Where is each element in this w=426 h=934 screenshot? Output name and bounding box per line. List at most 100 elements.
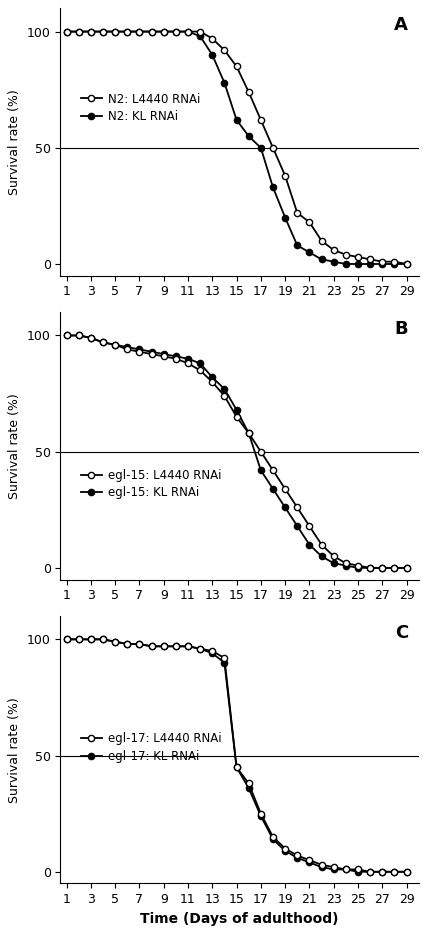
egl-15: L4440 RNAi: (28, 0): L4440 RNAi: (28, 0) [391, 562, 396, 573]
egl-15: L4440 RNAi: (19, 34): L4440 RNAi: (19, 34) [282, 483, 287, 494]
N2: L4440 RNAi: (1, 100): L4440 RNAi: (1, 100) [64, 26, 69, 37]
egl-15: L4440 RNAi: (13, 80): L4440 RNAi: (13, 80) [209, 376, 214, 388]
egl-15: L4440 RNAi: (9, 91): L4440 RNAi: (9, 91) [161, 351, 166, 362]
N2: KL RNAi: (27, 0): KL RNAi: (27, 0) [379, 259, 384, 270]
egl-17: KL RNAi: (29, 0): KL RNAi: (29, 0) [403, 866, 408, 877]
egl-17: L4440 RNAi: (8, 97): L4440 RNAi: (8, 97) [149, 641, 154, 652]
egl-17: L4440 RNAi: (26, 0): L4440 RNAi: (26, 0) [367, 866, 372, 877]
egl-17: L4440 RNAi: (25, 1): L4440 RNAi: (25, 1) [354, 864, 360, 875]
N2: KL RNAi: (18, 33): KL RNAi: (18, 33) [270, 182, 275, 193]
egl-15: KL RNAi: (17, 42): KL RNAi: (17, 42) [258, 464, 263, 475]
egl-17: L4440 RNAi: (29, 0): L4440 RNAi: (29, 0) [403, 866, 408, 877]
egl-15: L4440 RNAi: (3, 99): L4440 RNAi: (3, 99) [88, 333, 93, 344]
N2: KL RNAi: (21, 5): KL RNAi: (21, 5) [306, 247, 311, 258]
egl-17: KL RNAi: (5, 99): KL RNAi: (5, 99) [112, 636, 118, 647]
N2: KL RNAi: (11, 100): KL RNAi: (11, 100) [185, 26, 190, 37]
N2: KL RNAi: (5, 100): KL RNAi: (5, 100) [112, 26, 118, 37]
egl-15: KL RNAi: (28, 0): KL RNAi: (28, 0) [391, 562, 396, 573]
egl-17: KL RNAi: (16, 36): KL RNAi: (16, 36) [245, 783, 250, 794]
egl-17: L4440 RNAi: (13, 95): L4440 RNAi: (13, 95) [209, 645, 214, 657]
egl-15: KL RNAi: (2, 100): KL RNAi: (2, 100) [76, 330, 81, 341]
N2: KL RNAi: (4, 100): KL RNAi: (4, 100) [100, 26, 105, 37]
egl-15: KL RNAi: (22, 5): KL RNAi: (22, 5) [318, 551, 323, 562]
egl-17: KL RNAi: (11, 97): KL RNAi: (11, 97) [185, 641, 190, 652]
Line: egl-17: L4440 RNAi: egl-17: L4440 RNAi [63, 636, 409, 875]
egl-15: KL RNAi: (3, 99): KL RNAi: (3, 99) [88, 333, 93, 344]
N2: KL RNAi: (25, 0): KL RNAi: (25, 0) [354, 259, 360, 270]
N2: KL RNAi: (29, 0): KL RNAi: (29, 0) [403, 259, 408, 270]
egl-15: KL RNAi: (10, 91): KL RNAi: (10, 91) [173, 351, 178, 362]
egl-17: KL RNAi: (24, 1): KL RNAi: (24, 1) [343, 864, 348, 875]
egl-15: L4440 RNAi: (16, 58): L4440 RNAi: (16, 58) [245, 428, 250, 439]
egl-17: L4440 RNAi: (12, 96): L4440 RNAi: (12, 96) [197, 643, 202, 654]
Line: egl-15: L4440 RNAi: egl-15: L4440 RNAi [63, 333, 409, 571]
egl-17: KL RNAi: (3, 100): KL RNAi: (3, 100) [88, 634, 93, 645]
egl-15: L4440 RNAi: (23, 5): L4440 RNAi: (23, 5) [330, 551, 335, 562]
egl-15: KL RNAi: (13, 82): KL RNAi: (13, 82) [209, 372, 214, 383]
egl-15: KL RNAi: (16, 58): KL RNAi: (16, 58) [245, 428, 250, 439]
egl-17: KL RNAi: (20, 6): KL RNAi: (20, 6) [294, 852, 299, 863]
N2: L4440 RNAi: (10, 100): L4440 RNAi: (10, 100) [173, 26, 178, 37]
Line: N2: L4440 RNAi: N2: L4440 RNAi [63, 28, 409, 267]
egl-17: L4440 RNAi: (6, 98): L4440 RNAi: (6, 98) [124, 639, 130, 650]
egl-17: L4440 RNAi: (10, 97): L4440 RNAi: (10, 97) [173, 641, 178, 652]
X-axis label: Time (Days of adulthood): Time (Days of adulthood) [140, 912, 338, 926]
egl-17: L4440 RNAi: (11, 97): L4440 RNAi: (11, 97) [185, 641, 190, 652]
egl-17: L4440 RNAi: (5, 99): L4440 RNAi: (5, 99) [112, 636, 118, 647]
egl-15: KL RNAi: (20, 18): KL RNAi: (20, 18) [294, 520, 299, 531]
N2: L4440 RNAi: (8, 100): L4440 RNAi: (8, 100) [149, 26, 154, 37]
N2: KL RNAi: (1, 100): KL RNAi: (1, 100) [64, 26, 69, 37]
egl-15: L4440 RNAi: (26, 0): L4440 RNAi: (26, 0) [367, 562, 372, 573]
N2: L4440 RNAi: (13, 97): L4440 RNAi: (13, 97) [209, 33, 214, 44]
egl-15: L4440 RNAi: (14, 74): L4440 RNAi: (14, 74) [222, 390, 227, 402]
egl-15: KL RNAi: (9, 92): KL RNAi: (9, 92) [161, 348, 166, 360]
N2: L4440 RNAi: (28, 1): L4440 RNAi: (28, 1) [391, 256, 396, 267]
egl-17: KL RNAi: (28, 0): KL RNAi: (28, 0) [391, 866, 396, 877]
egl-17: KL RNAi: (13, 94): KL RNAi: (13, 94) [209, 647, 214, 658]
egl-15: L4440 RNAi: (6, 94): L4440 RNAi: (6, 94) [124, 344, 130, 355]
N2: L4440 RNAi: (12, 100): L4440 RNAi: (12, 100) [197, 26, 202, 37]
egl-17: L4440 RNAi: (17, 25): L4440 RNAi: (17, 25) [258, 808, 263, 819]
N2: KL RNAi: (17, 50): KL RNAi: (17, 50) [258, 142, 263, 153]
Line: N2: KL RNAi: N2: KL RNAi [63, 28, 409, 267]
egl-15: L4440 RNAi: (18, 42): L4440 RNAi: (18, 42) [270, 464, 275, 475]
N2: KL RNAi: (2, 100): KL RNAi: (2, 100) [76, 26, 81, 37]
egl-15: KL RNAi: (29, 0): KL RNAi: (29, 0) [403, 562, 408, 573]
Y-axis label: Survival rate (%): Survival rate (%) [9, 697, 21, 802]
N2: L4440 RNAi: (27, 1): L4440 RNAi: (27, 1) [379, 256, 384, 267]
egl-17: KL RNAi: (10, 97): KL RNAi: (10, 97) [173, 641, 178, 652]
egl-17: KL RNAi: (2, 100): KL RNAi: (2, 100) [76, 634, 81, 645]
N2: KL RNAi: (8, 100): KL RNAi: (8, 100) [149, 26, 154, 37]
Line: egl-17: KL RNAi: egl-17: KL RNAi [63, 636, 409, 875]
Text: A: A [393, 17, 407, 35]
N2: L4440 RNAi: (6, 100): L4440 RNAi: (6, 100) [124, 26, 130, 37]
egl-15: KL RNAi: (26, 0): KL RNAi: (26, 0) [367, 562, 372, 573]
egl-15: L4440 RNAi: (24, 2): L4440 RNAi: (24, 2) [343, 558, 348, 569]
egl-17: L4440 RNAi: (16, 38): L4440 RNAi: (16, 38) [245, 778, 250, 789]
N2: KL RNAi: (15, 62): KL RNAi: (15, 62) [233, 114, 239, 125]
egl-15: KL RNAi: (18, 34): KL RNAi: (18, 34) [270, 483, 275, 494]
egl-17: L4440 RNAi: (15, 45): L4440 RNAi: (15, 45) [233, 761, 239, 772]
egl-17: KL RNAi: (6, 98): KL RNAi: (6, 98) [124, 639, 130, 650]
egl-17: L4440 RNAi: (18, 15): L4440 RNAi: (18, 15) [270, 831, 275, 842]
egl-17: KL RNAi: (19, 9): KL RNAi: (19, 9) [282, 845, 287, 856]
N2: L4440 RNAi: (11, 100): L4440 RNAi: (11, 100) [185, 26, 190, 37]
egl-15: KL RNAi: (7, 94): KL RNAi: (7, 94) [136, 344, 141, 355]
N2: KL RNAi: (28, 0): KL RNAi: (28, 0) [391, 259, 396, 270]
Text: C: C [394, 624, 407, 643]
egl-17: L4440 RNAi: (28, 0): L4440 RNAi: (28, 0) [391, 866, 396, 877]
N2: KL RNAi: (19, 20): KL RNAi: (19, 20) [282, 212, 287, 223]
egl-15: KL RNAi: (1, 100): KL RNAi: (1, 100) [64, 330, 69, 341]
egl-17: L4440 RNAi: (19, 10): L4440 RNAi: (19, 10) [282, 842, 287, 854]
egl-15: L4440 RNAi: (7, 93): L4440 RNAi: (7, 93) [136, 347, 141, 358]
egl-17: L4440 RNAi: (24, 1): L4440 RNAi: (24, 1) [343, 864, 348, 875]
N2: L4440 RNAi: (19, 38): L4440 RNAi: (19, 38) [282, 170, 287, 181]
N2: KL RNAi: (26, 0): KL RNAi: (26, 0) [367, 259, 372, 270]
N2: L4440 RNAi: (20, 22): L4440 RNAi: (20, 22) [294, 207, 299, 219]
N2: L4440 RNAi: (23, 6): L4440 RNAi: (23, 6) [330, 245, 335, 256]
egl-15: L4440 RNAi: (15, 65): L4440 RNAi: (15, 65) [233, 411, 239, 422]
egl-17: KL RNAi: (17, 24): KL RNAi: (17, 24) [258, 811, 263, 822]
N2: KL RNAi: (10, 100): KL RNAi: (10, 100) [173, 26, 178, 37]
N2: KL RNAi: (6, 100): KL RNAi: (6, 100) [124, 26, 130, 37]
N2: L4440 RNAi: (17, 62): L4440 RNAi: (17, 62) [258, 114, 263, 125]
